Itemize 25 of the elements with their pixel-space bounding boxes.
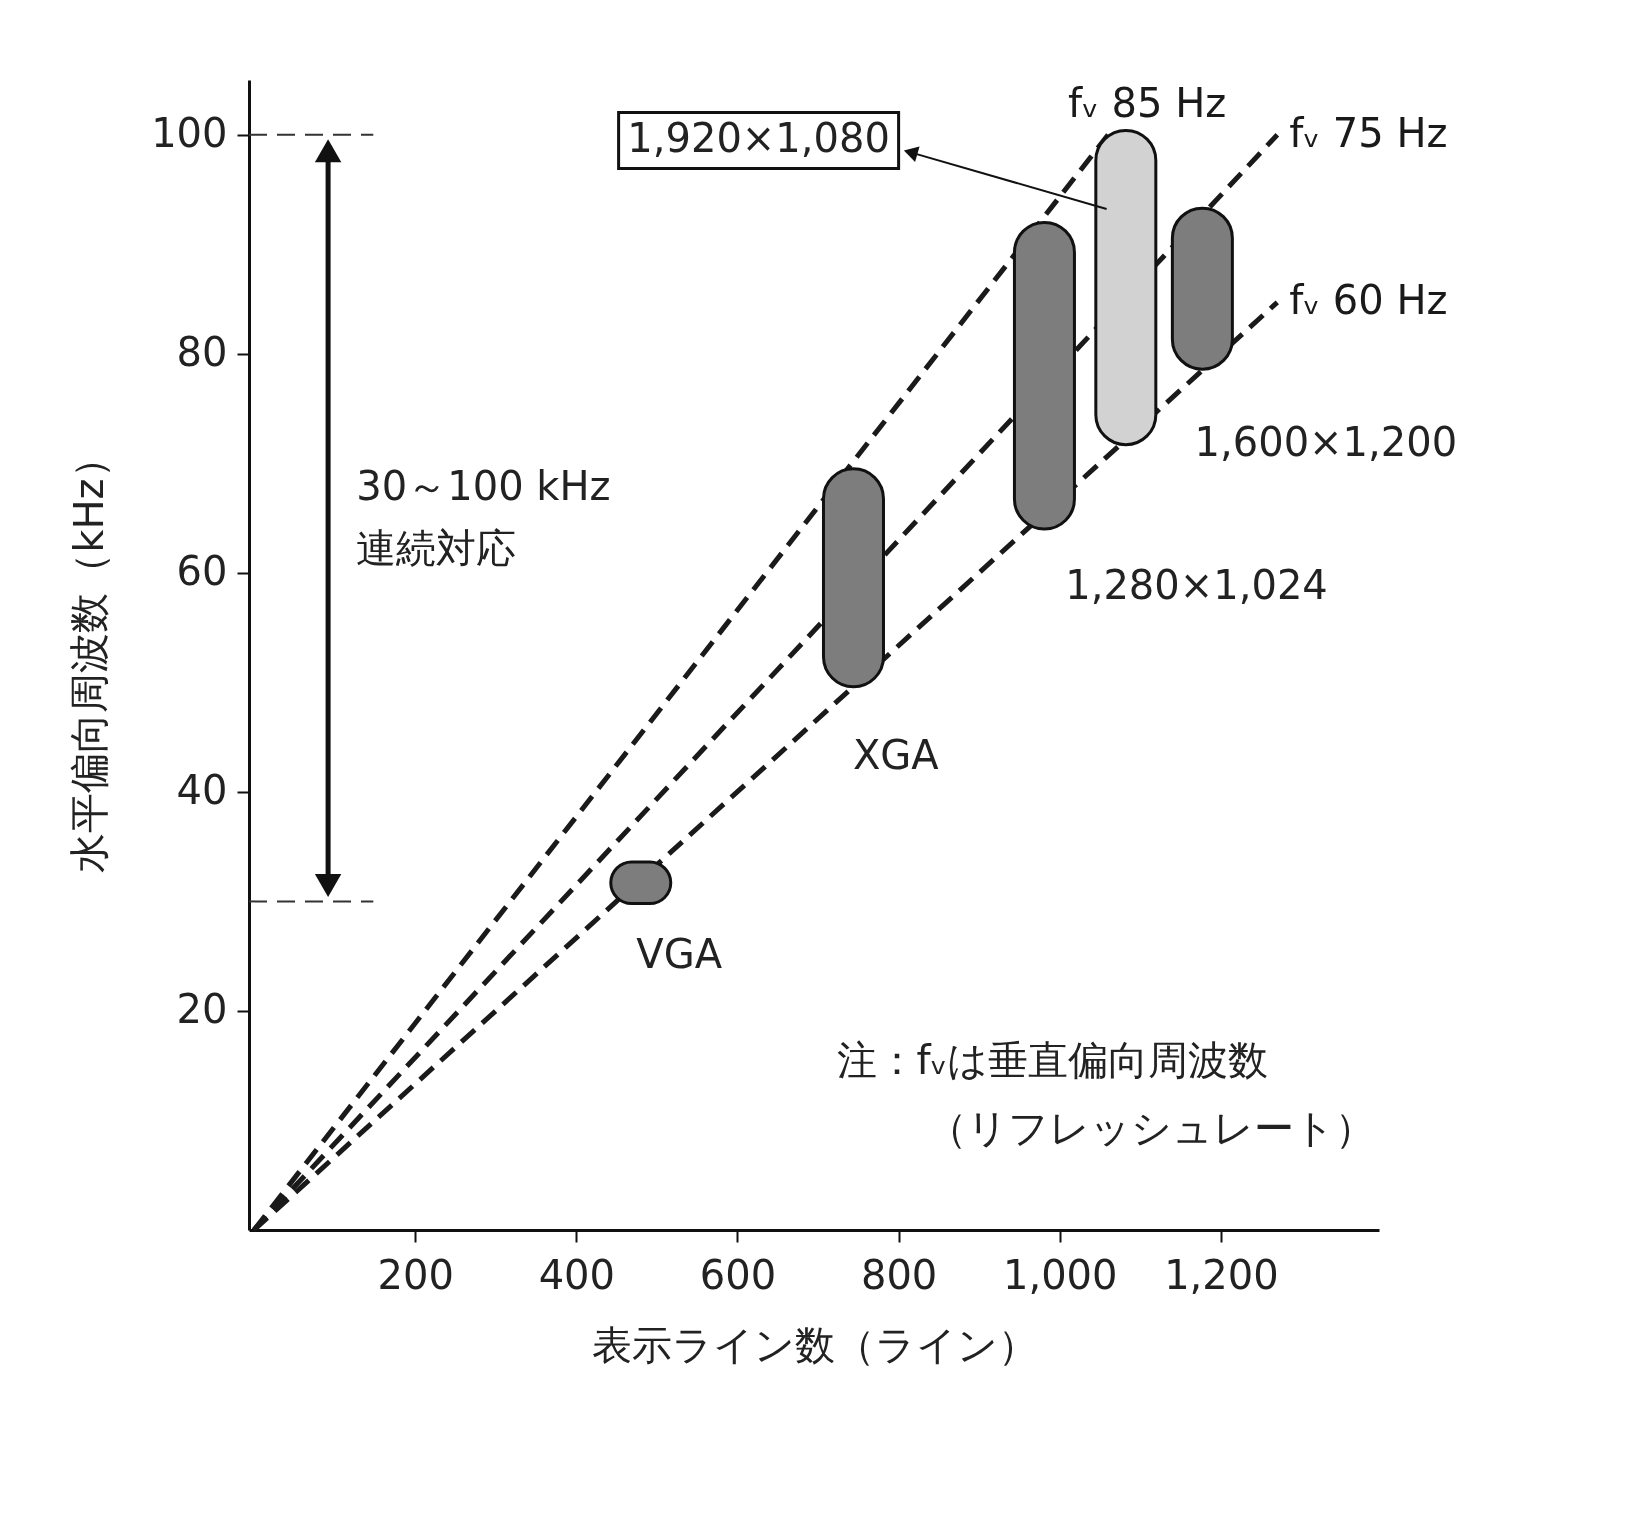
annotation: （リフレッシュレート） xyxy=(927,1105,1375,1151)
x-tick-label: 600 xyxy=(699,1251,777,1298)
y-tick-label: 40 xyxy=(176,767,228,814)
annotation: XGA xyxy=(852,731,940,778)
y-tick-label: 100 xyxy=(151,110,228,157)
annotation: 1,920×1,080 xyxy=(627,115,890,162)
x-tick-label: 200 xyxy=(377,1251,454,1298)
series-label: fᵥ 85 Hz xyxy=(1068,79,1227,126)
annotation: 30～100 kHz xyxy=(356,463,611,509)
annotation: 1,600×1,200 xyxy=(1194,419,1458,466)
x-tick-label: 800 xyxy=(860,1251,938,1298)
series-label: fᵥ 75 Hz xyxy=(1289,109,1448,156)
x-tick-label: 1,200 xyxy=(1164,1251,1279,1298)
y-tick-label: 80 xyxy=(176,329,228,376)
series-label: fᵥ 60 Hz xyxy=(1289,277,1448,324)
y-axis-title: 水平偏向周波数（kHz） xyxy=(66,438,113,873)
x-axis-title: 表示ライン数（ライン） xyxy=(591,1321,1038,1368)
x-tick-label: 1,000 xyxy=(1003,1251,1118,1298)
y-tick-label: 20 xyxy=(176,986,228,1033)
y-tick-label: 60 xyxy=(176,548,228,595)
x-tick-label: 400 xyxy=(538,1251,615,1298)
annotation: 注：fᵥは垂直偏向周波数 xyxy=(836,1037,1269,1083)
annotation: VGA xyxy=(636,930,723,977)
annotation: 連続対応 xyxy=(356,525,517,571)
annotation: 1,280×1,024 xyxy=(1065,562,1328,609)
